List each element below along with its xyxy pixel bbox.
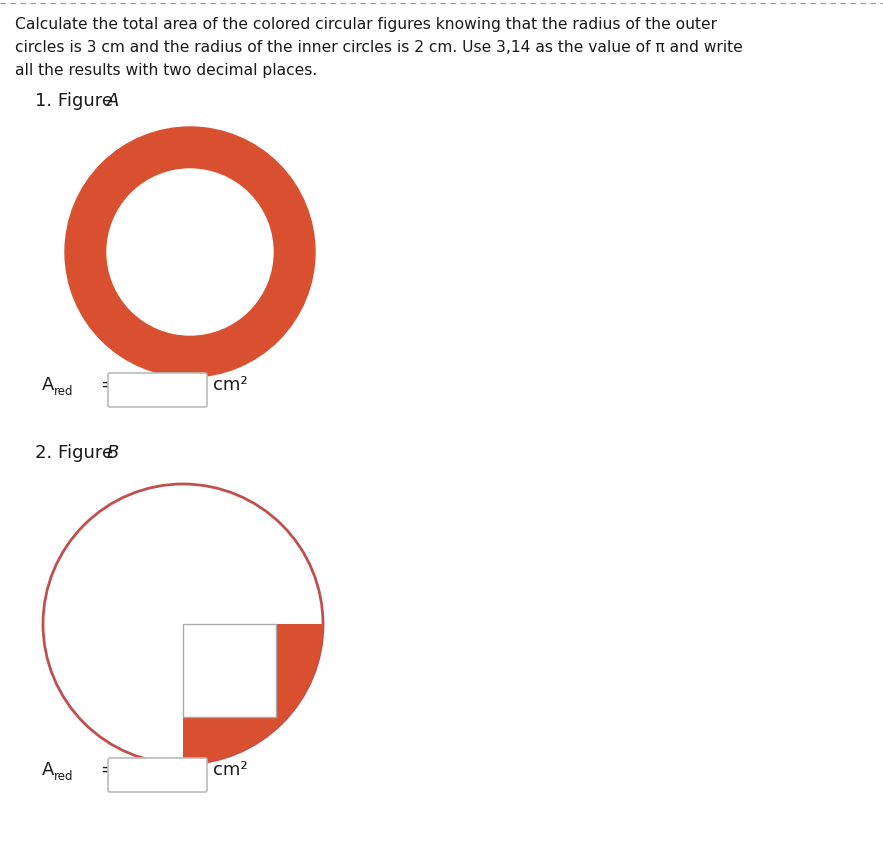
Wedge shape xyxy=(183,624,276,717)
Text: B: B xyxy=(107,444,119,462)
Text: A: A xyxy=(42,376,55,394)
Text: cm²: cm² xyxy=(213,376,247,394)
Text: =: = xyxy=(100,376,115,394)
Text: A: A xyxy=(42,761,55,779)
Text: 1. Figure: 1. Figure xyxy=(35,92,118,110)
Text: red: red xyxy=(54,770,73,783)
Circle shape xyxy=(65,127,315,377)
Circle shape xyxy=(107,169,273,335)
Text: Calculate the total area of the colored circular figures knowing that the radius: Calculate the total area of the colored … xyxy=(15,17,717,32)
Text: A: A xyxy=(107,92,119,110)
Text: circles is 3 cm and the radius of the inner circles is 2 cm. Use 3,14 as the val: circles is 3 cm and the radius of the in… xyxy=(15,40,743,55)
FancyBboxPatch shape xyxy=(108,373,207,407)
Text: red: red xyxy=(54,385,73,398)
Bar xyxy=(183,624,276,717)
Text: 2. Figure: 2. Figure xyxy=(35,444,119,462)
Text: cm²: cm² xyxy=(213,761,247,779)
Text: =: = xyxy=(100,761,115,779)
Text: all the results with two decimal places.: all the results with two decimal places. xyxy=(15,63,317,78)
FancyBboxPatch shape xyxy=(108,758,207,792)
Wedge shape xyxy=(183,624,323,764)
